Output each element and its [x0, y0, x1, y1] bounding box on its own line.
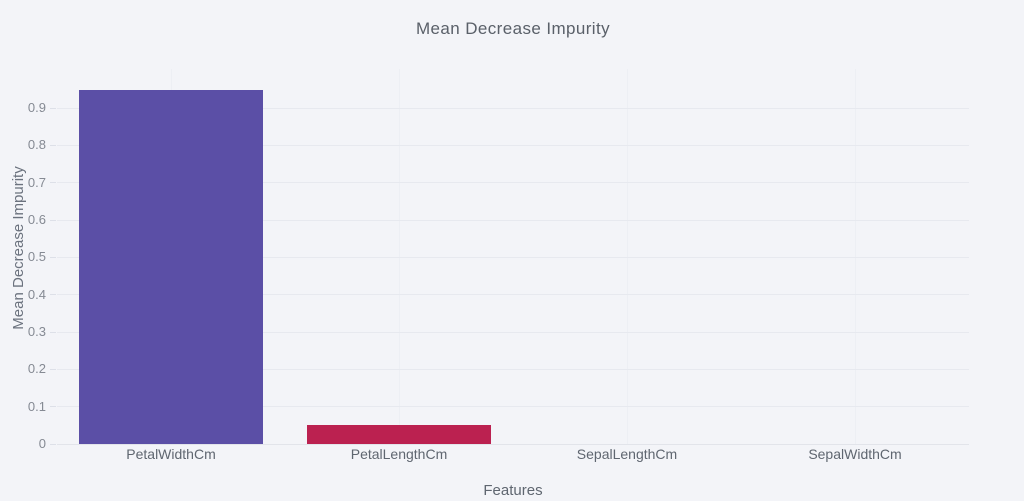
- horizontal-gridline: [57, 368, 969, 370]
- y-tick-mark: [50, 144, 56, 146]
- x-axis-title: Features: [483, 482, 543, 499]
- horizontal-gridline: [57, 144, 969, 146]
- y-tick-label: 0: [38, 436, 46, 451]
- y-tick-label: 0.6: [27, 212, 46, 228]
- vertical-gridline: [398, 69, 400, 444]
- horizontal-gridline: [57, 182, 969, 184]
- plot-area: [57, 69, 969, 445]
- vertical-gridline: [626, 69, 628, 444]
- y-axis-title-text: Mean Decrease Impurity: [10, 166, 27, 330]
- horizontal-gridline: [57, 406, 969, 408]
- y-tick-label: 0.1: [27, 398, 46, 414]
- y-tick-label: 0.8: [27, 137, 46, 153]
- y-tick-mark: [50, 219, 56, 221]
- bar-petalwidthcm: [79, 89, 263, 444]
- y-tick-mark: [50, 294, 56, 296]
- vertical-gridline: [854, 69, 856, 444]
- y-tick-label: 0.5: [27, 249, 46, 265]
- y-tick-mark: [50, 443, 56, 445]
- y-tick-mark: [50, 182, 56, 184]
- y-tick-label: 0.9: [27, 100, 46, 116]
- horizontal-gridline: [57, 256, 969, 258]
- y-tick-label: 0.4: [27, 286, 46, 302]
- y-tick-mark: [50, 406, 56, 408]
- horizontal-gridline: [57, 219, 969, 221]
- y-tick-label: 0.2: [27, 361, 46, 377]
- x-tick-label: SepalLengthCm: [576, 446, 678, 462]
- x-axis-line: [57, 443, 969, 445]
- x-tick-label: SepalWidthCm: [808, 446, 902, 462]
- x-tick-label: PetalLengthCm: [350, 446, 448, 462]
- y-tick-label: 0.3: [27, 324, 46, 340]
- y-tick-label: 0.7: [27, 174, 46, 190]
- horizontal-gridline: [57, 107, 969, 109]
- y-tick-mark: [50, 107, 56, 109]
- y-tick-mark: [50, 256, 56, 258]
- horizontal-gridline: [57, 294, 969, 296]
- y-tick-mark: [50, 368, 56, 370]
- y-tick-mark: [50, 331, 56, 333]
- chart-title: Mean Decrease Impurity: [416, 19, 610, 38]
- horizontal-gridline: [57, 331, 969, 333]
- bar-petallengthcm: [307, 425, 491, 444]
- x-tick-label: PetalWidthCm: [126, 446, 216, 462]
